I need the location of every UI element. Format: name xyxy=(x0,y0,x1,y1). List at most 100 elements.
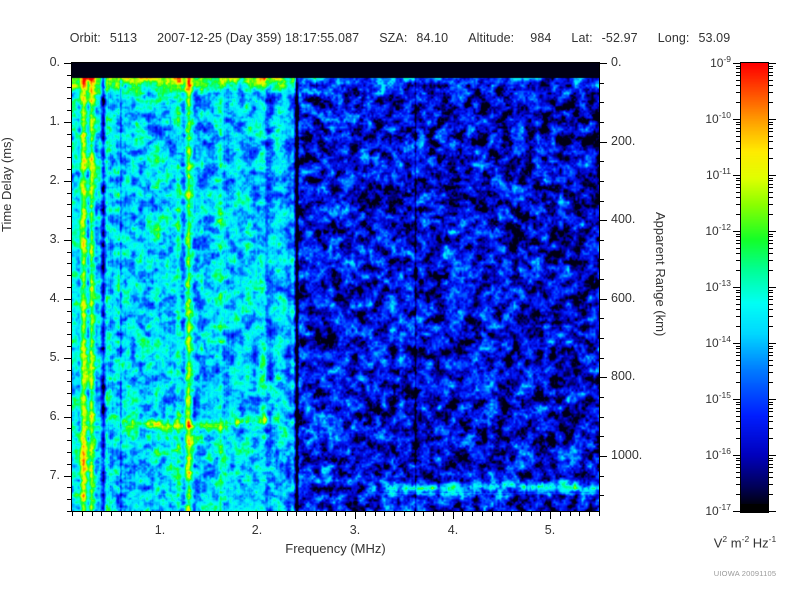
axis-tick xyxy=(277,512,278,516)
colorbar-minor-tick xyxy=(769,184,773,185)
colorbar-major-tick xyxy=(769,287,776,288)
colorbar-minor-tick xyxy=(769,178,773,179)
axis-tick xyxy=(472,512,473,516)
axis-tick xyxy=(600,377,607,378)
axis-tick xyxy=(394,512,395,516)
colorbar-minor-tick xyxy=(736,85,740,86)
axis-tick xyxy=(560,512,561,516)
x-axis-tick-label: 3. xyxy=(349,523,361,537)
colorbar-tick-exponent: -15 xyxy=(718,390,731,400)
colorbar-minor-tick xyxy=(736,72,740,73)
colorbar-minor-tick xyxy=(769,316,773,317)
axis-tick xyxy=(67,440,71,441)
colorbar-major-tick xyxy=(733,231,740,232)
colorbar-minor-tick xyxy=(736,180,740,181)
axis-tick xyxy=(257,512,258,519)
colorbar-tick-mantissa: 10 xyxy=(705,336,719,350)
colorbar-minor-tick xyxy=(736,404,740,405)
axis-tick xyxy=(67,381,71,382)
axis-tick xyxy=(64,476,71,477)
colorbar-minor-tick xyxy=(769,75,773,76)
colorbar-minor-tick xyxy=(769,408,773,409)
y-axis-right-title: Apparent Range (km) xyxy=(653,212,668,337)
colorbar-minor-tick xyxy=(769,260,773,261)
axis-tick xyxy=(111,512,112,516)
unit-hz: Hz xyxy=(749,535,769,551)
colorbar-minor-tick xyxy=(736,243,740,244)
axis-tick xyxy=(67,499,71,500)
axis-tick xyxy=(482,512,483,516)
colorbar-major-tick xyxy=(733,399,740,400)
header-lat-value: -52.97 xyxy=(601,31,638,45)
colorbar-minor-tick xyxy=(769,240,773,241)
header-lat-label: Lat: xyxy=(571,31,593,45)
axis-tick xyxy=(600,63,607,64)
colorbar-minor-tick xyxy=(736,236,740,237)
unit-v: V xyxy=(713,535,723,551)
axis-tick xyxy=(67,287,71,288)
colorbar-minor-tick xyxy=(769,180,773,181)
axis-tick xyxy=(600,436,604,437)
header-altitude-value: 984 xyxy=(530,31,552,45)
axis-tick xyxy=(67,110,71,111)
axis-tick xyxy=(600,358,604,359)
unit-m: m xyxy=(727,535,742,551)
colorbar-minor-tick xyxy=(736,416,740,417)
colorbar-tick-label: 10-17 xyxy=(683,502,731,518)
colorbar-minor-tick xyxy=(769,72,773,73)
axis-tick xyxy=(404,512,405,516)
colorbar-minor-tick xyxy=(736,128,740,129)
colorbar-minor-tick xyxy=(736,299,740,300)
colorbar-minor-tick xyxy=(736,304,740,305)
colorbar-minor-tick xyxy=(736,467,740,468)
colorbar-unit-label: V2 m-2 Hz-1 xyxy=(690,534,800,550)
axis-tick xyxy=(600,83,604,84)
axis-tick xyxy=(67,346,71,347)
axis-tick xyxy=(267,512,268,516)
header-orbit-label: Orbit: xyxy=(69,31,101,45)
axis-tick xyxy=(67,311,71,312)
axis-tick xyxy=(600,397,604,398)
colorbar-minor-tick xyxy=(769,346,773,347)
header-long-value: 53.09 xyxy=(698,31,731,45)
colorbar-minor-tick xyxy=(769,141,773,142)
colorbar-minor-tick xyxy=(769,68,773,69)
axis-tick xyxy=(67,98,71,99)
colorbar-minor-tick xyxy=(736,66,740,67)
colorbar-major-tick xyxy=(733,63,740,64)
colorbar-minor-tick xyxy=(736,136,740,137)
colorbar-minor-tick xyxy=(736,326,740,327)
unit-m-exponent: -2 xyxy=(741,534,750,544)
colorbar-tick-label: 10-13 xyxy=(683,278,731,294)
axis-tick xyxy=(599,512,600,516)
colorbar-minor-tick xyxy=(769,102,773,103)
axis-tick xyxy=(443,512,444,516)
axis-tick xyxy=(423,512,424,516)
axis-tick xyxy=(67,464,71,465)
colorbar-minor-tick xyxy=(736,348,740,349)
axis-tick xyxy=(67,511,71,512)
colorbar-minor-tick xyxy=(736,372,740,373)
colorbar-minor-tick xyxy=(769,290,773,291)
axis-tick xyxy=(316,512,317,516)
colorbar-minor-tick xyxy=(736,365,740,366)
colorbar-minor-tick xyxy=(736,131,740,132)
axis-tick xyxy=(218,512,219,516)
colorbar-major-tick xyxy=(769,231,776,232)
axis-tick xyxy=(570,512,571,516)
colorbar-minor-tick xyxy=(736,355,740,356)
unit-hz-exponent: -1 xyxy=(768,534,777,544)
y-axis-left-tick-label: 2. xyxy=(49,173,60,187)
colorbar-minor-tick xyxy=(769,404,773,405)
axis-tick xyxy=(67,204,71,205)
axis-tick xyxy=(189,512,190,516)
colorbar-minor-tick xyxy=(736,102,740,103)
axis-tick xyxy=(67,275,71,276)
axis-tick xyxy=(600,181,604,182)
colorbar-minor-tick xyxy=(769,243,773,244)
axis-tick xyxy=(160,512,161,519)
axis-tick xyxy=(600,417,604,418)
colorbar-minor-tick xyxy=(736,122,740,123)
colorbar-minor-tick xyxy=(736,472,740,473)
